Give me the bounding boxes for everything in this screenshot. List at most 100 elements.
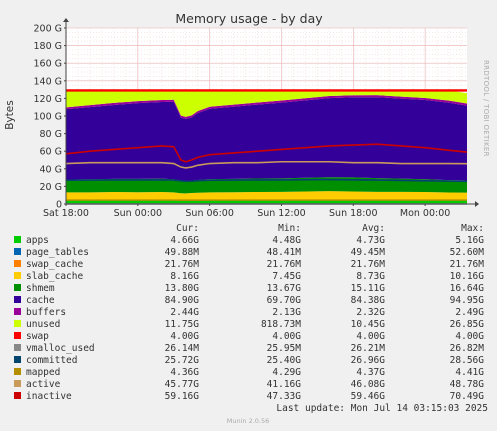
x-axis-arrow <box>475 201 479 207</box>
legend-label-buffers: buffers <box>26 307 66 318</box>
legend-cur-shmem: 13.80G <box>165 283 200 294</box>
legend-avg-swap: 4.00G <box>356 331 385 342</box>
legend-cur-apps: 4.66G <box>170 235 199 246</box>
legend-label-unused: unused <box>26 319 60 330</box>
rrdtool-credit: RRDTOOL / TOBI OETIKER <box>482 60 490 157</box>
chart-title: Memory usage - by day <box>175 11 323 26</box>
y-tick-label: 160 G <box>33 59 62 70</box>
y-tick-label: 120 G <box>33 94 62 105</box>
x-tick-label: Sun 06:00 <box>185 208 233 219</box>
legend-header-min: Min: <box>278 223 301 234</box>
legend-min-swap-cache: 21.76M <box>267 259 302 270</box>
y-tick-label: 140 G <box>33 76 62 87</box>
legend-label-shmem: shmem <box>26 283 55 294</box>
legend-label-cache: cache <box>26 295 55 306</box>
legend-swatch-cache <box>14 296 21 303</box>
y-tick-label: 0 <box>56 200 62 211</box>
x-tick-label: Sun 12:00 <box>257 208 305 219</box>
legend-max-unused: 26.85G <box>450 319 485 330</box>
x-tick-label: Sun 00:00 <box>114 208 162 219</box>
x-tick-label: Sat 18:00 <box>43 208 89 219</box>
legend-label-mapped: mapped <box>26 367 60 378</box>
legend-label-page-tables: page_tables <box>26 247 89 258</box>
legend-swatch-active <box>14 380 21 387</box>
legend-label-inactive: inactive <box>26 391 72 402</box>
legend-min-apps: 4.48G <box>272 235 301 246</box>
x-tick-label: Mon 00:00 <box>400 208 450 219</box>
legend-cur-vmalloc-used: 26.14M <box>165 343 200 354</box>
area-cache <box>66 97 467 182</box>
legend-avg-active: 46.08G <box>351 379 386 390</box>
legend-avg-buffers: 2.32G <box>356 307 385 318</box>
legend-max-inactive: 70.49G <box>450 391 485 402</box>
legend-cur-cache: 84.90G <box>165 295 200 306</box>
area-slab-cache <box>66 191 467 200</box>
legend-max-slab-cache: 10.16G <box>450 271 485 282</box>
legend-avg-swap-cache: 21.76M <box>351 259 386 270</box>
legend-swatch-page-tables <box>14 248 21 255</box>
legend-max-page-tables: 52.60M <box>450 247 485 258</box>
legend-swatch-mapped <box>14 368 21 375</box>
legend-label-swap-cache: swap_cache <box>26 259 83 270</box>
area-buffers <box>66 95 467 119</box>
legend-cur-active: 45.77G <box>165 379 200 390</box>
legend-label-committed: committed <box>26 355 77 366</box>
legend-swatch-shmem <box>14 284 21 291</box>
legend-swatch-unused <box>14 320 21 327</box>
legend-max-mapped: 4.41G <box>455 367 484 378</box>
legend-label-slab-cache: slab_cache <box>26 271 83 282</box>
legend-avg-apps: 4.73G <box>356 235 385 246</box>
legend-max-cache: 94.95G <box>450 295 485 306</box>
legend-cur-slab-cache: 8.16G <box>170 271 199 282</box>
legend-avg-slab-cache: 8.73G <box>356 271 385 282</box>
y-tick-label: 80 G <box>40 129 62 140</box>
legend-max-committed: 28.56G <box>450 355 485 366</box>
legend-min-shmem: 13.67G <box>267 283 302 294</box>
legend-cur-buffers: 2.44G <box>170 307 199 318</box>
legend-swatch-swap <box>14 332 21 339</box>
legend-avg-unused: 10.45G <box>351 319 386 330</box>
legend-label-swap: swap <box>26 331 49 342</box>
line-active <box>65 160 468 169</box>
last-update: Last update: Mon Jul 14 03:15:03 2025 <box>276 403 488 414</box>
area-shmem <box>66 177 467 194</box>
munin-version: Munin 2.0.56 <box>227 417 270 425</box>
y-axis-label: Bytes <box>4 100 16 129</box>
legend-label-vmalloc-used: vmalloc_used <box>26 343 95 354</box>
legend-swatch-vmalloc-used <box>14 344 21 351</box>
legend-min-page-tables: 48.41M <box>267 247 302 258</box>
legend-swatch-committed <box>14 356 21 363</box>
stacked-areas <box>66 89 467 204</box>
area-unused <box>66 89 467 117</box>
legend-min-buffers: 2.13G <box>272 307 301 318</box>
legend-avg-shmem: 15.11G <box>351 283 386 294</box>
legend-max-shmem: 16.64G <box>450 283 485 294</box>
legend-min-swap: 4.00G <box>272 331 301 342</box>
legend-header-avg: Avg: <box>362 223 385 234</box>
legend-avg-cache: 84.38G <box>351 295 386 306</box>
legend-swatch-inactive <box>14 392 21 399</box>
legend-max-active: 48.78G <box>450 379 485 390</box>
axes: 0 20 G 40 G 60 G 80 G 100 G 120 G 140 G 160 G 180… <box>33 18 479 219</box>
legend-max-swap-cache: 21.76M <box>450 259 485 270</box>
legend-min-committed: 25.40G <box>267 355 302 366</box>
y-tick-label: 20 G <box>40 182 62 193</box>
y-tick-label: 200 G <box>33 24 62 35</box>
line-committed <box>65 178 468 183</box>
legend-header-cur: Cur: <box>176 223 199 234</box>
y-tick-label: 100 G <box>33 112 62 123</box>
legend-cur-mapped: 4.36G <box>170 367 199 378</box>
legend-min-vmalloc-used: 25.95M <box>267 343 302 354</box>
legend-avg-inactive: 59.46G <box>351 391 386 402</box>
legend-min-unused: 818.73M <box>261 319 301 330</box>
legend-swatch-slab-cache <box>14 272 21 279</box>
legend-cur-swap-cache: 21.76M <box>165 259 200 270</box>
legend-avg-vmalloc-used: 26.21M <box>351 343 386 354</box>
legend-min-mapped: 4.29G <box>272 367 301 378</box>
legend-label-apps: apps <box>26 235 49 246</box>
legend-swatch-buffers <box>14 308 21 315</box>
legend-cur-page-tables: 49.88M <box>165 247 200 258</box>
legend-min-inactive: 47.33G <box>267 391 302 402</box>
y-axis-arrow <box>63 18 69 22</box>
